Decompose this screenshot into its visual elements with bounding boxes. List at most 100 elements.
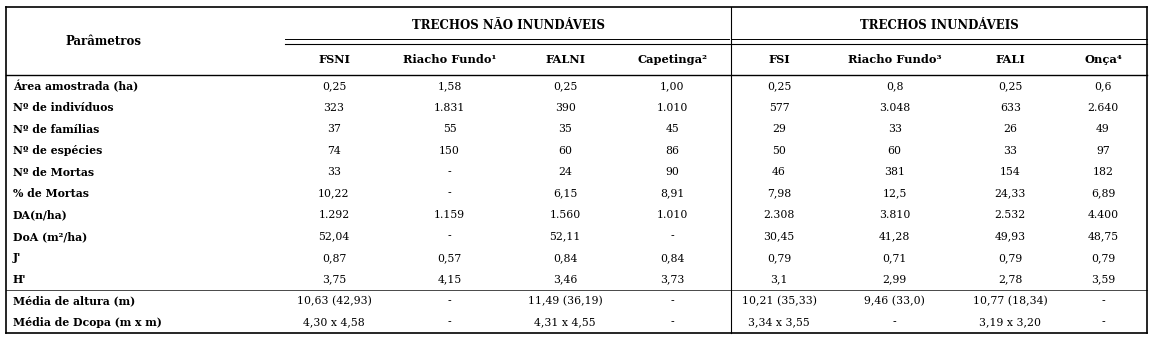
Text: 52,04: 52,04 xyxy=(318,232,349,241)
Text: 7,98: 7,98 xyxy=(767,188,791,199)
Text: 3,19 x 3,20: 3,19 x 3,20 xyxy=(979,318,1041,327)
Text: 182: 182 xyxy=(1093,167,1114,177)
Text: 37: 37 xyxy=(327,124,341,134)
Text: 0,79: 0,79 xyxy=(767,253,791,263)
Text: DA(n/ha): DA(n/ha) xyxy=(13,209,67,221)
Text: 50: 50 xyxy=(773,146,786,156)
Text: -: - xyxy=(447,296,451,306)
Text: 49,93: 49,93 xyxy=(995,232,1026,241)
Text: 2.308: 2.308 xyxy=(763,210,794,220)
Text: 0,25: 0,25 xyxy=(553,81,578,91)
Text: 0,71: 0,71 xyxy=(882,253,907,263)
Text: 52,11: 52,11 xyxy=(549,232,581,241)
Text: 4.400: 4.400 xyxy=(1087,210,1118,220)
Text: 60: 60 xyxy=(888,146,902,156)
Text: 45: 45 xyxy=(665,124,679,134)
Text: TRECHOS INUNDÁVEIS: TRECHOS INUNDÁVEIS xyxy=(859,19,1018,32)
Text: 577: 577 xyxy=(769,103,790,113)
Text: 1,00: 1,00 xyxy=(660,81,685,91)
Text: -: - xyxy=(447,232,451,241)
Text: FALI: FALI xyxy=(995,54,1025,65)
Text: 633: 633 xyxy=(1000,103,1020,113)
Text: 3.810: 3.810 xyxy=(879,210,911,220)
Text: 2.640: 2.640 xyxy=(1087,103,1118,113)
Text: 86: 86 xyxy=(665,146,679,156)
Text: -: - xyxy=(1101,318,1105,327)
Text: 0,84: 0,84 xyxy=(553,253,578,263)
Text: 30,45: 30,45 xyxy=(763,232,794,241)
Text: % de Mortas: % de Mortas xyxy=(13,188,89,199)
Text: 323: 323 xyxy=(324,103,345,113)
Text: Riacho Fundo³: Riacho Fundo³ xyxy=(847,54,942,65)
Text: -: - xyxy=(892,318,897,327)
Text: FSI: FSI xyxy=(768,54,790,65)
Text: 1.010: 1.010 xyxy=(656,103,688,113)
Text: 6,15: 6,15 xyxy=(553,188,578,199)
Text: 1.560: 1.560 xyxy=(550,210,581,220)
Text: 8,91: 8,91 xyxy=(660,188,684,199)
Text: -: - xyxy=(670,296,673,306)
Text: FSNI: FSNI xyxy=(318,54,349,65)
Text: 0,25: 0,25 xyxy=(322,81,346,91)
Text: 1.292: 1.292 xyxy=(318,210,349,220)
Text: -: - xyxy=(670,232,673,241)
Text: 3,75: 3,75 xyxy=(322,274,346,285)
Text: 33: 33 xyxy=(327,167,341,177)
Text: -: - xyxy=(447,167,451,177)
Text: 3,73: 3,73 xyxy=(660,274,684,285)
Text: 0,8: 0,8 xyxy=(886,81,904,91)
Text: DoA (m²/ha): DoA (m²/ha) xyxy=(13,231,86,242)
Text: Parâmetros: Parâmetros xyxy=(66,35,142,48)
Text: Onça⁴: Onça⁴ xyxy=(1084,54,1122,65)
Text: 4,31 x 4,55: 4,31 x 4,55 xyxy=(534,318,596,327)
Text: H': H' xyxy=(13,274,27,285)
Text: 0,84: 0,84 xyxy=(660,253,684,263)
Text: Média de altura (m): Média de altura (m) xyxy=(13,295,135,306)
Text: 33: 33 xyxy=(888,124,902,134)
Text: 3,1: 3,1 xyxy=(770,274,787,285)
Text: 1.159: 1.159 xyxy=(434,210,465,220)
Text: 24: 24 xyxy=(558,167,572,177)
Text: 26: 26 xyxy=(1003,124,1017,134)
Text: 49: 49 xyxy=(1097,124,1110,134)
Text: 390: 390 xyxy=(555,103,575,113)
Text: Capetinga²: Capetinga² xyxy=(638,54,707,65)
Text: 1,58: 1,58 xyxy=(437,81,461,91)
Text: Riacho Fundo¹: Riacho Fundo¹ xyxy=(402,54,496,65)
Text: -: - xyxy=(447,188,451,199)
Text: TRECHOS NÃO INUNDÁVEIS: TRECHOS NÃO INUNDÁVEIS xyxy=(412,19,604,32)
Text: Nº de indivíduos: Nº de indivíduos xyxy=(13,102,113,113)
Text: 3,59: 3,59 xyxy=(1091,274,1115,285)
Text: 154: 154 xyxy=(1000,167,1020,177)
Text: J': J' xyxy=(13,253,21,264)
Text: 74: 74 xyxy=(327,146,341,156)
Text: 3,34 x 3,55: 3,34 x 3,55 xyxy=(748,318,811,327)
Text: 2,99: 2,99 xyxy=(882,274,906,285)
Text: 0,79: 0,79 xyxy=(1091,253,1115,263)
Text: 0,25: 0,25 xyxy=(767,81,791,91)
Text: Nº de espécies: Nº de espécies xyxy=(13,145,103,156)
Text: 0,25: 0,25 xyxy=(998,81,1023,91)
Text: 12,5: 12,5 xyxy=(882,188,907,199)
Text: FALNI: FALNI xyxy=(545,54,585,65)
Text: 0,79: 0,79 xyxy=(998,253,1023,263)
Text: 381: 381 xyxy=(884,167,905,177)
Text: 33: 33 xyxy=(1003,146,1017,156)
Text: 10,22: 10,22 xyxy=(318,188,349,199)
Text: 10,63 (42,93): 10,63 (42,93) xyxy=(296,296,371,306)
Text: 48,75: 48,75 xyxy=(1087,232,1118,241)
Text: 97: 97 xyxy=(1097,146,1110,156)
Text: 2,78: 2,78 xyxy=(998,274,1023,285)
Text: 4,30 x 4,58: 4,30 x 4,58 xyxy=(303,318,364,327)
Text: 2.532: 2.532 xyxy=(995,210,1026,220)
Text: -: - xyxy=(1101,296,1105,306)
Text: 3.048: 3.048 xyxy=(879,103,911,113)
Text: 29: 29 xyxy=(773,124,786,134)
Text: Nº de famílias: Nº de famílias xyxy=(13,123,99,135)
Text: Nº de Mortas: Nº de Mortas xyxy=(13,167,93,177)
Text: 11,49 (36,19): 11,49 (36,19) xyxy=(528,296,603,306)
Text: 41,28: 41,28 xyxy=(879,232,911,241)
Text: 24,33: 24,33 xyxy=(995,188,1026,199)
Text: 9,46 (33,0): 9,46 (33,0) xyxy=(865,296,925,306)
Text: 3,46: 3,46 xyxy=(553,274,578,285)
